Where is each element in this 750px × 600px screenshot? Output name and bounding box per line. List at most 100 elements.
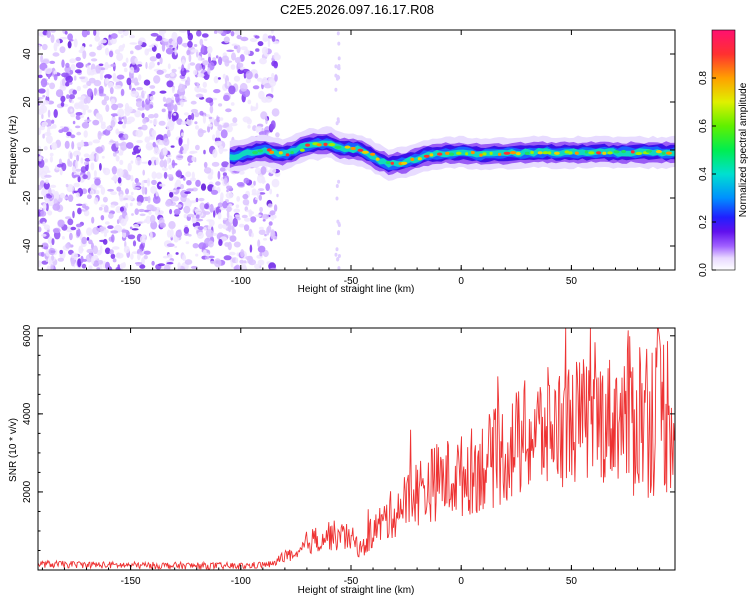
noise-blob bbox=[120, 218, 127, 227]
noise-blob bbox=[221, 148, 228, 152]
noise-blob bbox=[222, 172, 227, 177]
noise-blob bbox=[100, 123, 106, 130]
noise-blob bbox=[132, 240, 137, 247]
noise-blob bbox=[176, 118, 183, 125]
noise-blob bbox=[92, 139, 101, 144]
noise-blob bbox=[81, 258, 87, 262]
noise-blob bbox=[38, 96, 44, 100]
noise-blob bbox=[148, 160, 152, 166]
noise-blob bbox=[168, 111, 172, 120]
noise-blob bbox=[207, 67, 211, 75]
noise-blob bbox=[262, 238, 268, 241]
signal-hotspot bbox=[554, 151, 560, 155]
noise-blob bbox=[88, 265, 93, 270]
noise-blob bbox=[80, 166, 87, 173]
noise-blob bbox=[129, 42, 138, 45]
noise-blob bbox=[116, 186, 122, 192]
noise-blob bbox=[189, 150, 198, 154]
noise-blob bbox=[134, 208, 139, 216]
noise-blob bbox=[50, 34, 55, 43]
noise-blob bbox=[116, 52, 124, 62]
signal-hotspot bbox=[285, 153, 290, 157]
noise-blob bbox=[198, 129, 207, 134]
noise-blob bbox=[163, 38, 169, 42]
noise-blob bbox=[209, 105, 214, 114]
noise-blob bbox=[126, 142, 134, 149]
noise-blob bbox=[122, 43, 126, 48]
noise-blob bbox=[213, 89, 221, 94]
noise-blob bbox=[46, 194, 53, 199]
noise-blob bbox=[86, 30, 90, 36]
noise-blob bbox=[257, 77, 263, 82]
noise-blob bbox=[271, 72, 275, 79]
noise-blob bbox=[187, 137, 190, 147]
noise-blob bbox=[178, 66, 182, 70]
noise-blob bbox=[117, 264, 120, 270]
noise-blob bbox=[64, 30, 68, 35]
noise-blob bbox=[251, 192, 258, 196]
noise-blob bbox=[187, 32, 193, 41]
noise-blob bbox=[114, 49, 121, 55]
noise-blob bbox=[43, 146, 48, 151]
noise-blob bbox=[77, 175, 81, 183]
noise-blob bbox=[134, 45, 143, 50]
noise-blob bbox=[139, 264, 146, 269]
noise-blob bbox=[84, 119, 92, 123]
noise-blob bbox=[190, 108, 198, 114]
noise-blob bbox=[250, 184, 255, 188]
noise-blob bbox=[144, 187, 148, 195]
noise-blob bbox=[110, 33, 118, 39]
noise-blob bbox=[119, 206, 125, 212]
noise-blob bbox=[177, 155, 184, 159]
noise-blob bbox=[117, 168, 121, 174]
noise-blob bbox=[92, 119, 100, 126]
noise-blob bbox=[105, 47, 109, 56]
noise-blob bbox=[178, 137, 183, 147]
noise-blob bbox=[46, 88, 50, 98]
noise-blob bbox=[334, 87, 338, 92]
noise-blob bbox=[57, 219, 65, 228]
x-tick-label: 0 bbox=[458, 576, 464, 587]
noise-blob bbox=[255, 126, 263, 132]
noise-blob bbox=[80, 139, 84, 147]
signal-hotspot bbox=[479, 153, 483, 157]
noise-blob bbox=[102, 196, 108, 203]
noise-blob bbox=[127, 116, 135, 123]
noise-blob bbox=[195, 214, 200, 219]
noise-blob bbox=[150, 206, 157, 212]
noise-blob bbox=[337, 231, 340, 236]
noise-blob bbox=[151, 171, 157, 179]
noise-blob bbox=[150, 90, 156, 96]
noise-blob bbox=[103, 229, 109, 234]
noise-blob bbox=[141, 124, 148, 131]
noise-blob bbox=[122, 231, 127, 239]
signal-hotspot bbox=[305, 143, 310, 147]
noise-blob bbox=[159, 90, 167, 94]
noise-blob bbox=[169, 208, 173, 215]
noise-blob bbox=[249, 244, 253, 253]
noise-blob bbox=[115, 128, 119, 135]
noise-blob bbox=[153, 75, 161, 84]
noise-blob bbox=[143, 255, 148, 260]
noise-blob bbox=[230, 64, 236, 70]
noise-blob bbox=[163, 264, 171, 270]
signal-hotspot bbox=[602, 151, 607, 155]
noise-blob bbox=[98, 63, 104, 67]
noise-blob bbox=[186, 49, 191, 56]
noise-blob bbox=[171, 196, 180, 202]
noise-blob bbox=[125, 57, 129, 64]
noise-blob bbox=[40, 251, 45, 257]
noise-blob bbox=[174, 245, 178, 249]
signal-hotspot bbox=[257, 149, 264, 153]
noise-blob bbox=[89, 189, 95, 195]
noise-blob bbox=[335, 184, 339, 188]
noise-blob bbox=[187, 63, 191, 70]
noise-blob bbox=[141, 112, 145, 119]
signal-hotspot bbox=[449, 152, 454, 156]
x-tick-label: 50 bbox=[566, 276, 578, 287]
noise-blob bbox=[49, 152, 54, 157]
noise-blob bbox=[98, 206, 103, 211]
noise-blob bbox=[194, 112, 200, 118]
noise-blob bbox=[186, 188, 194, 192]
noise-blob bbox=[156, 69, 164, 75]
